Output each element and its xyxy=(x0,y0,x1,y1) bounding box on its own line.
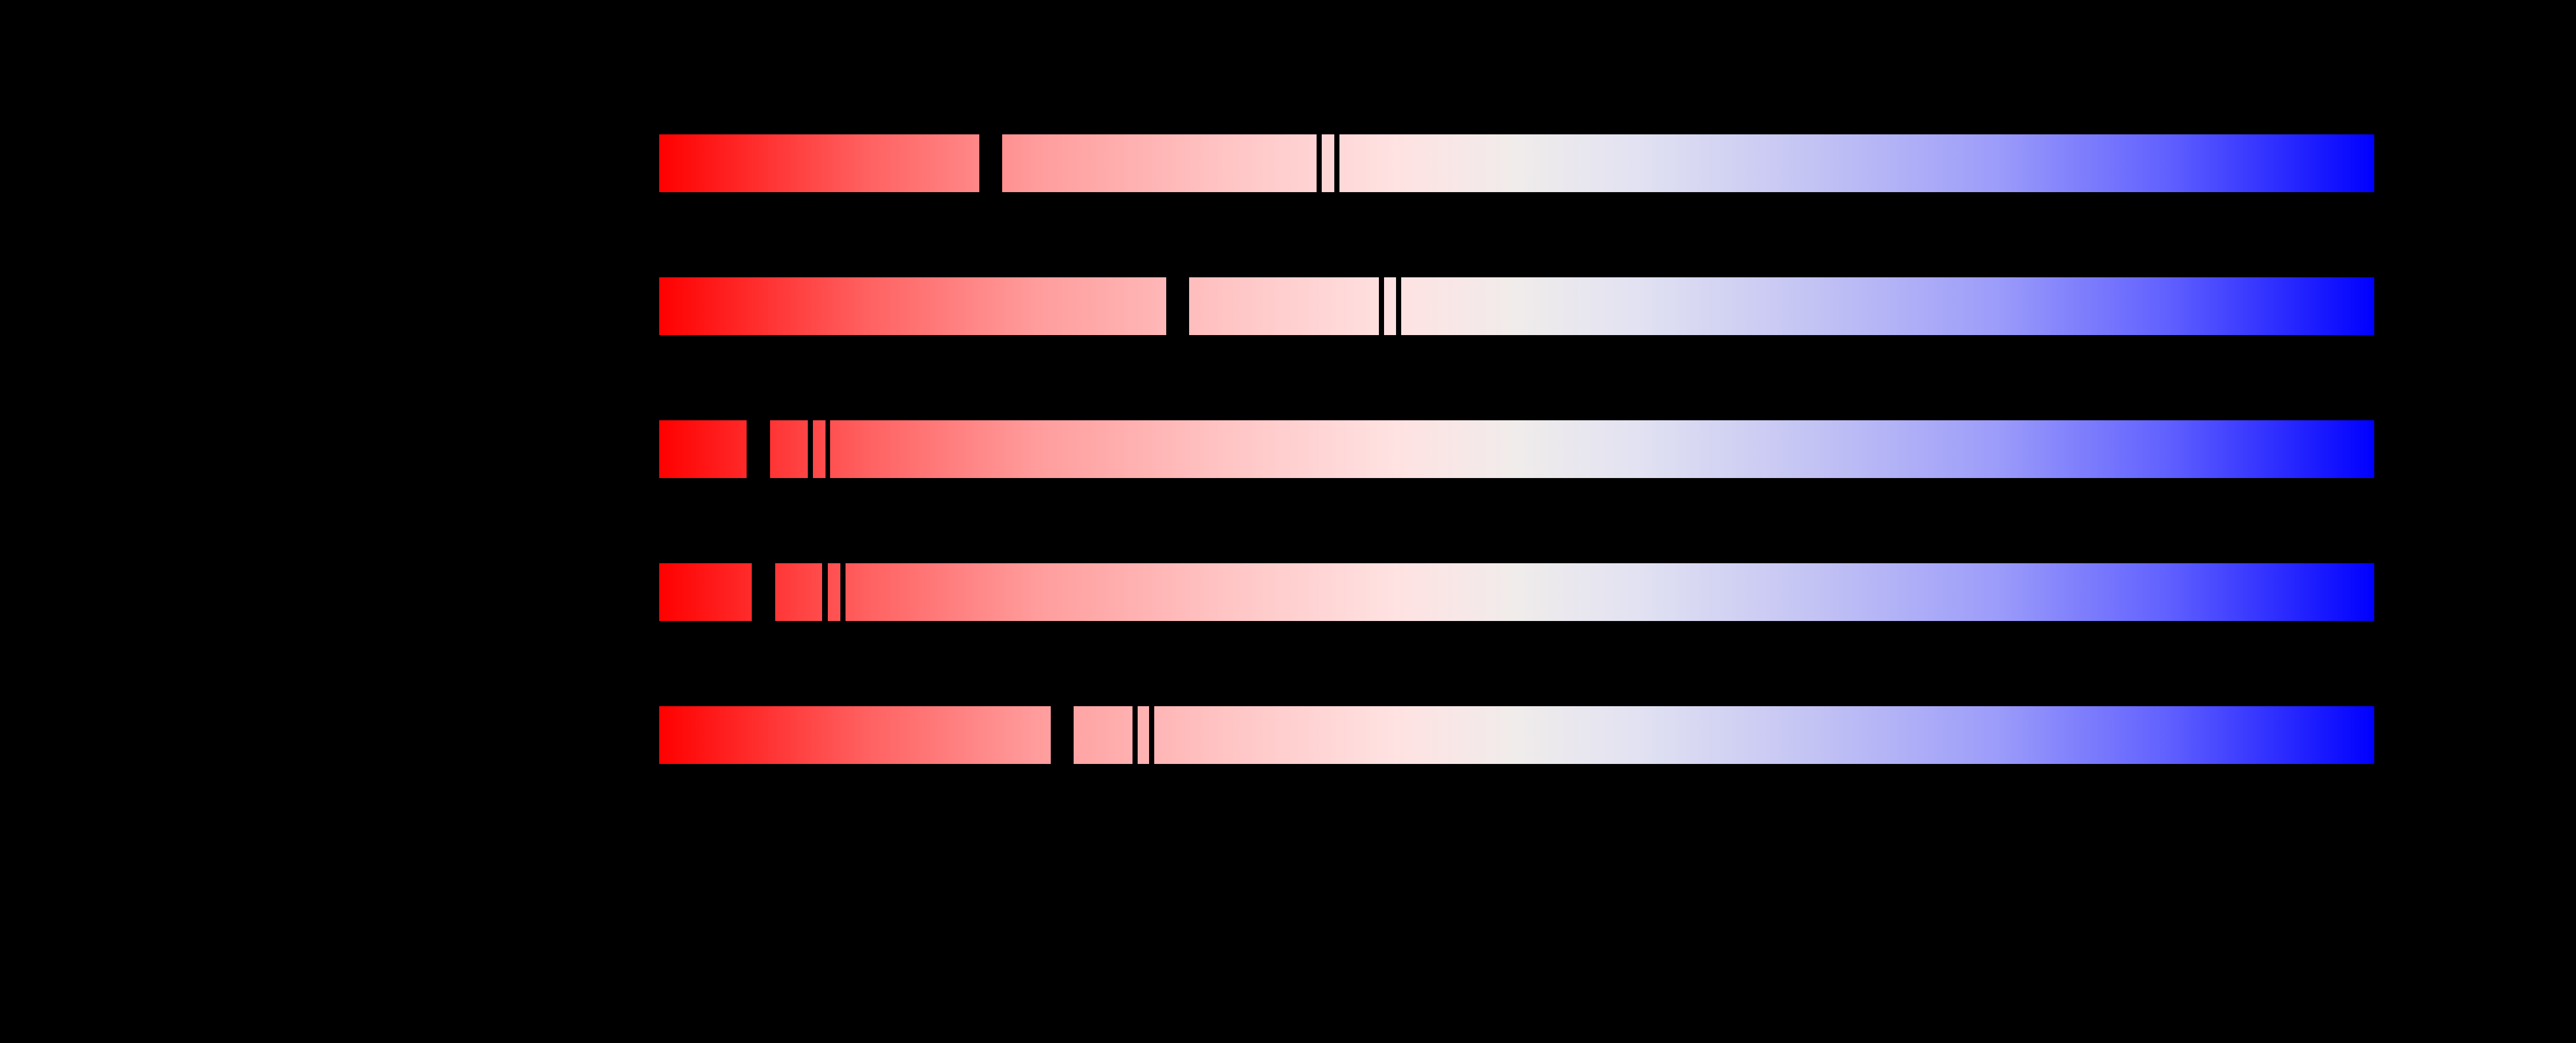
absorption-band-narrow-2 xyxy=(840,563,846,621)
spectrum-bar-1 xyxy=(659,134,2374,192)
absorption-band-broad xyxy=(979,134,1002,192)
absorption-band-narrow-2 xyxy=(1149,706,1154,764)
absorption-band-narrow-1 xyxy=(808,420,813,478)
absorption-band-narrow-1 xyxy=(822,563,828,621)
absorption-band-narrow-2 xyxy=(826,420,830,478)
absorption-band-broad xyxy=(747,420,770,478)
spectrum-bar-5 xyxy=(659,706,2374,764)
absorption-band-broad xyxy=(752,563,775,621)
spectrum-bar-4 xyxy=(659,563,2374,621)
absorption-band-narrow-2 xyxy=(1396,277,1401,335)
absorption-band-narrow-1 xyxy=(1379,277,1384,335)
absorption-band-broad xyxy=(1051,706,1074,764)
absorption-band-narrow-1 xyxy=(1317,134,1322,192)
spectrum-bar-3 xyxy=(659,420,2374,478)
absorption-band-broad xyxy=(1166,277,1189,335)
absorption-band-narrow-1 xyxy=(1133,706,1138,764)
absorption-band-narrow-2 xyxy=(1334,134,1339,192)
spectrum-bar-2 xyxy=(659,277,2374,335)
